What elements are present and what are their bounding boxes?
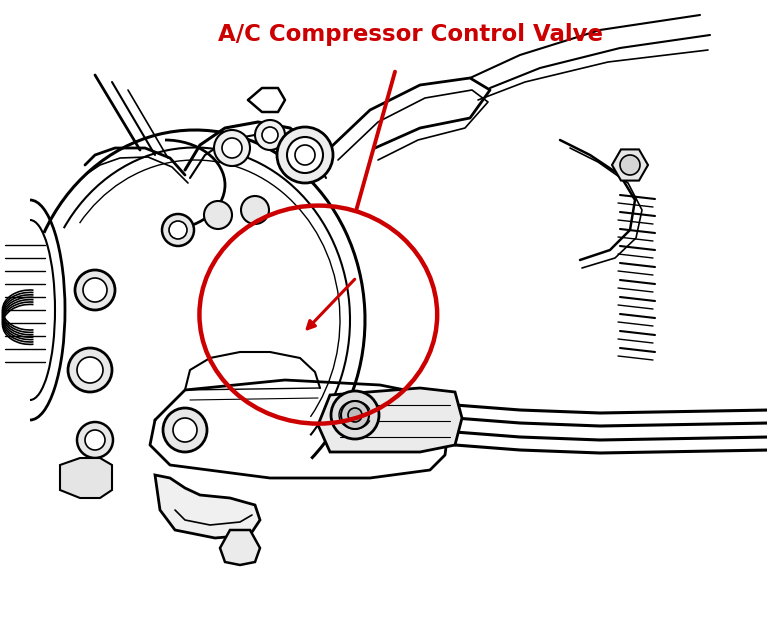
Polygon shape: [155, 475, 260, 538]
Circle shape: [173, 418, 197, 442]
Circle shape: [287, 137, 323, 173]
Polygon shape: [220, 530, 260, 565]
Circle shape: [83, 278, 107, 302]
Circle shape: [262, 127, 278, 143]
Polygon shape: [318, 388, 462, 452]
Circle shape: [68, 348, 112, 392]
Circle shape: [214, 130, 250, 166]
Circle shape: [77, 357, 103, 383]
Circle shape: [620, 155, 640, 175]
Polygon shape: [60, 458, 112, 498]
Circle shape: [348, 408, 362, 422]
Circle shape: [75, 270, 115, 310]
Circle shape: [204, 201, 232, 229]
Circle shape: [277, 127, 333, 183]
Circle shape: [162, 214, 194, 246]
Circle shape: [169, 221, 187, 239]
Circle shape: [341, 401, 369, 429]
Text: A/C Compressor Control Valve: A/C Compressor Control Valve: [218, 23, 603, 45]
Circle shape: [77, 422, 113, 458]
Circle shape: [163, 408, 207, 452]
Circle shape: [295, 145, 315, 165]
Circle shape: [331, 391, 379, 439]
Polygon shape: [612, 150, 648, 181]
Circle shape: [241, 196, 269, 224]
Circle shape: [85, 430, 105, 450]
Circle shape: [222, 138, 242, 158]
Circle shape: [255, 120, 285, 150]
